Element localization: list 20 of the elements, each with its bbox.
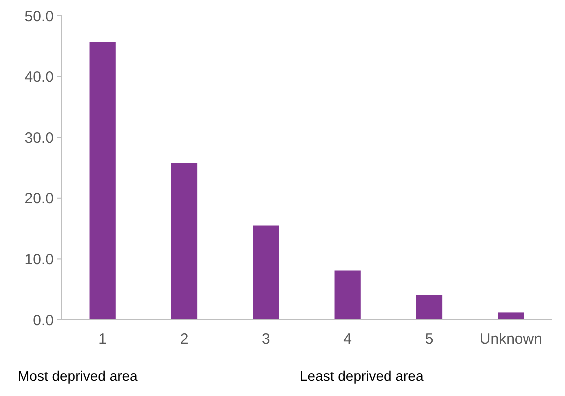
bar xyxy=(498,312,524,320)
x-tick-label: 2 xyxy=(180,331,189,348)
bar xyxy=(416,295,443,320)
bar xyxy=(334,270,361,320)
text: Most deprived area xyxy=(18,368,138,384)
x-tick-label: 5 xyxy=(425,331,434,348)
bar xyxy=(90,42,116,320)
y-tick-label: 30.0 xyxy=(24,130,54,147)
y-tick-label: 40.0 xyxy=(24,69,54,86)
bar xyxy=(171,163,198,320)
y-tick-label: 50.0 xyxy=(24,8,54,26)
y-tick-label: 20.0 xyxy=(24,190,54,208)
x-tick-label: Unknown xyxy=(480,331,542,348)
x-tick-label: 4 xyxy=(344,331,352,348)
x-tick-label: 1 xyxy=(98,331,108,348)
y-tick-label: 10.0 xyxy=(24,251,54,268)
y-tick-label: 0.0 xyxy=(33,312,54,330)
bar xyxy=(253,226,280,320)
text: Least deprived area xyxy=(300,368,424,384)
x-tick-label: 3 xyxy=(262,331,270,348)
